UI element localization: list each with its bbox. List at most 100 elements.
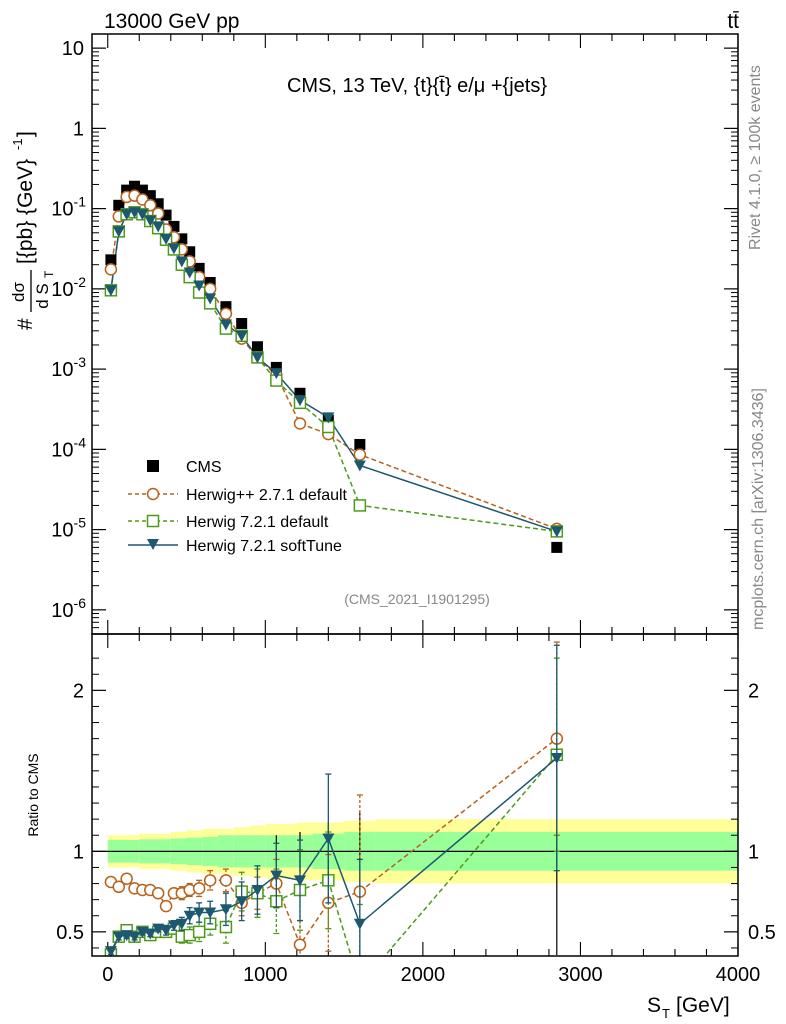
data-point-cms bbox=[105, 254, 117, 266]
ratio-point-herwigpp bbox=[120, 872, 133, 885]
data-point-cms bbox=[251, 341, 263, 353]
ratio-point-softtune bbox=[550, 752, 563, 764]
ratio-point-softtune bbox=[144, 928, 157, 940]
mcplots-label: mcplots.cern.ch [arXiv:1306.3436] bbox=[750, 388, 767, 630]
y-label-units: [{pb} {GeV} bbox=[14, 159, 37, 264]
ratio-point-softtune bbox=[219, 904, 232, 916]
legend-marker-softtune bbox=[147, 539, 159, 550]
legend-marker-herwig721 bbox=[146, 514, 160, 528]
data-point-cms bbox=[354, 438, 366, 450]
legend-label-herwigpp: Herwig++ 2.7.1 default bbox=[186, 487, 348, 504]
data-point-cms bbox=[113, 199, 125, 211]
ratio-point-softtune bbox=[104, 946, 117, 956]
ratio-point-softtune bbox=[112, 931, 125, 943]
ratio-point-softtune bbox=[293, 875, 306, 887]
data-point-cms bbox=[184, 246, 196, 258]
ratio-panel-ticks: 2 2 1 1 0.5 0.5 0 1000 2000 3000 4000 bbox=[56, 634, 776, 986]
ratio-panel-series bbox=[104, 641, 564, 956]
ratio-point-softtune bbox=[270, 870, 283, 882]
x-label-symbol: S bbox=[647, 994, 661, 1017]
ratio-point-softtune bbox=[204, 907, 217, 919]
y-tick-label: 10-6 bbox=[51, 595, 86, 622]
data-point-softtune bbox=[183, 267, 196, 279]
ratio-point-herwigpp bbox=[203, 874, 217, 887]
main-panel-ticks: 10 1 10-1 10-2 10-3 10-4 10-5 10-6 bbox=[51, 34, 739, 635]
legend: CMS Herwig++ 2.7.1 default Herwig 7.2.1 … bbox=[128, 459, 348, 555]
watermark: (CMS_2021_I1901295) bbox=[344, 591, 490, 607]
rivet-label: Rivet 4.1.0, ≥ 100k events bbox=[747, 65, 764, 250]
data-point-softtune bbox=[160, 233, 173, 245]
ratio-y-tick-label-left: 0.5 bbox=[56, 922, 84, 944]
ratio-point-herwigpp bbox=[151, 886, 165, 900]
ratio-point-softtune bbox=[167, 920, 180, 932]
y-tick-label: 1 bbox=[73, 118, 84, 140]
data-point-softtune bbox=[120, 209, 133, 221]
data-point-cms bbox=[152, 198, 164, 210]
y-label-numerator: dσ bbox=[9, 282, 28, 302]
y-label-hash: # bbox=[14, 318, 37, 330]
legend-marker-cms bbox=[147, 460, 159, 472]
ratio-point-softtune bbox=[322, 833, 335, 845]
ratio-point-softtune bbox=[175, 918, 188, 930]
ratio-point-herwig721 bbox=[192, 925, 206, 939]
ratio-point-softtune bbox=[160, 925, 173, 937]
data-point-cms bbox=[551, 541, 563, 553]
ratio-y-tick-label-right: 0.5 bbox=[748, 922, 776, 944]
data-point-softtune bbox=[270, 368, 283, 380]
x-tick-label: 4000 bbox=[716, 964, 761, 986]
y-tick-label: 10 bbox=[62, 38, 84, 60]
data-point-cms bbox=[160, 209, 172, 221]
legend-marker-herwigpp bbox=[146, 487, 160, 501]
data-point-cms bbox=[176, 233, 188, 245]
ratio-point-softtune bbox=[235, 896, 248, 908]
ratio-y-tick-label-right: 2 bbox=[748, 680, 759, 702]
data-point-herwigpp bbox=[219, 307, 233, 320]
data-point-cms bbox=[168, 220, 180, 232]
ratio-point-herwigpp bbox=[219, 874, 233, 887]
data-point-softtune bbox=[104, 285, 117, 297]
ratio-y-label: Ratio to CMS bbox=[25, 753, 41, 836]
data-point-herwigpp bbox=[293, 417, 307, 430]
legend-label-herwig721: Herwig 7.2.1 default bbox=[186, 514, 329, 531]
data-point-softtune bbox=[204, 293, 217, 305]
data-point-cms bbox=[129, 180, 141, 192]
y-label-units-sup: -1 bbox=[10, 138, 25, 150]
ratio-panel-frame bbox=[91, 633, 739, 957]
ratio-point-herwigpp bbox=[192, 882, 206, 895]
ratio-point-softtune bbox=[251, 884, 264, 896]
data-point-softtune bbox=[175, 256, 188, 268]
data-point-softtune bbox=[235, 330, 248, 342]
x-tick-label: 1000 bbox=[243, 964, 288, 986]
data-point-softtune bbox=[112, 226, 125, 238]
y-tick-label: 10-1 bbox=[51, 194, 86, 221]
ratio-y-tick-label-left: 1 bbox=[73, 841, 84, 863]
data-point-softtune bbox=[152, 221, 165, 233]
x-tick-label: 0 bbox=[102, 964, 113, 986]
ratio-point-softtune bbox=[353, 918, 366, 930]
data-point-herwigpp bbox=[353, 448, 367, 461]
y-tick-label: 10-4 bbox=[51, 434, 86, 461]
ratio-point-herwigpp bbox=[159, 899, 173, 913]
ratio-point-herwigpp bbox=[293, 938, 307, 951]
data-point-cms bbox=[220, 301, 232, 313]
energy-label: 13000 GeV pp bbox=[104, 10, 239, 33]
data-point-softtune bbox=[322, 412, 335, 424]
ratio-uncertainty-band bbox=[92, 819, 738, 884]
data-point-softtune bbox=[353, 460, 366, 472]
ratio-point-softtune bbox=[183, 910, 196, 922]
data-point-cms bbox=[193, 262, 205, 274]
x-tick-label: 2000 bbox=[401, 964, 446, 986]
main-panel-series bbox=[104, 180, 564, 553]
ratio-point-herwigpp bbox=[112, 880, 126, 894]
data-point-softtune bbox=[550, 526, 563, 538]
data-point-cms bbox=[294, 387, 306, 399]
data-point-cms bbox=[270, 361, 282, 373]
x-label-sub: T bbox=[662, 1006, 670, 1021]
data-point-herwig721 bbox=[353, 499, 367, 512]
ratio-panel: 2 2 1 1 0.5 0.5 0 1000 2000 3000 4000 Ratio to CMS… bbox=[25, 633, 776, 1021]
data-point-cms bbox=[144, 190, 156, 202]
x-tick-label: 3000 bbox=[558, 964, 603, 986]
y-axis-label: # dσ d S T [{pb} {GeV} -1 ] bbox=[9, 131, 56, 330]
y-label-denominator-sub: T bbox=[42, 270, 56, 278]
